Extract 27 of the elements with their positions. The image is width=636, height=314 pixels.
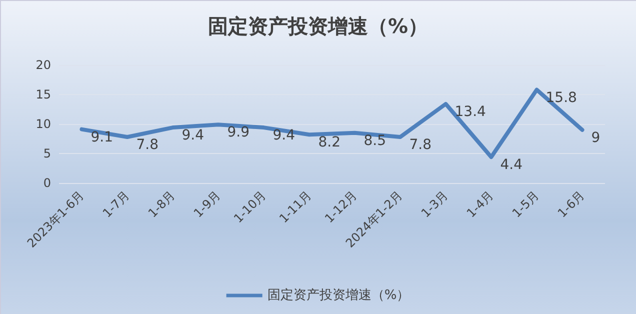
x-tick-label: 1-3月	[418, 188, 451, 220]
y-tick-label: 5	[43, 146, 51, 160]
line-series	[80, 88, 584, 160]
x-tick-label: 1-5月	[509, 188, 542, 220]
legend-label: 固定资产投资增速（%）	[267, 288, 410, 303]
x-tick-label: 1-9月	[190, 188, 224, 220]
data-label: 13.4	[454, 104, 486, 120]
chart-title: 固定资产投资增速（%）	[208, 14, 428, 38]
data-label: 7.8	[136, 136, 159, 153]
data-label: 7.8	[409, 136, 432, 153]
data-label: 9.9	[227, 124, 250, 141]
data-label: 8.5	[364, 132, 386, 149]
x-tick-label: 1-8月	[145, 188, 178, 220]
y-tick-label: 15	[36, 88, 51, 102]
x-tick-label: 1-7月	[100, 188, 132, 220]
data-label: 9.1	[90, 129, 114, 146]
data-label: 9	[591, 130, 600, 146]
data-label: 4.4	[500, 157, 523, 174]
y-tick-label: 0	[43, 176, 51, 190]
data-label: 8.2	[318, 134, 341, 151]
data-label: 9.4	[272, 128, 296, 144]
data-label: 15.8	[546, 90, 577, 106]
y-tick-label: 20	[36, 58, 51, 72]
x-tick-label: 1-4月	[464, 188, 496, 220]
data-label: 9.4	[182, 128, 204, 144]
x-tick-label: 1-6月	[554, 188, 588, 220]
y-tick-label: 10	[36, 117, 51, 131]
